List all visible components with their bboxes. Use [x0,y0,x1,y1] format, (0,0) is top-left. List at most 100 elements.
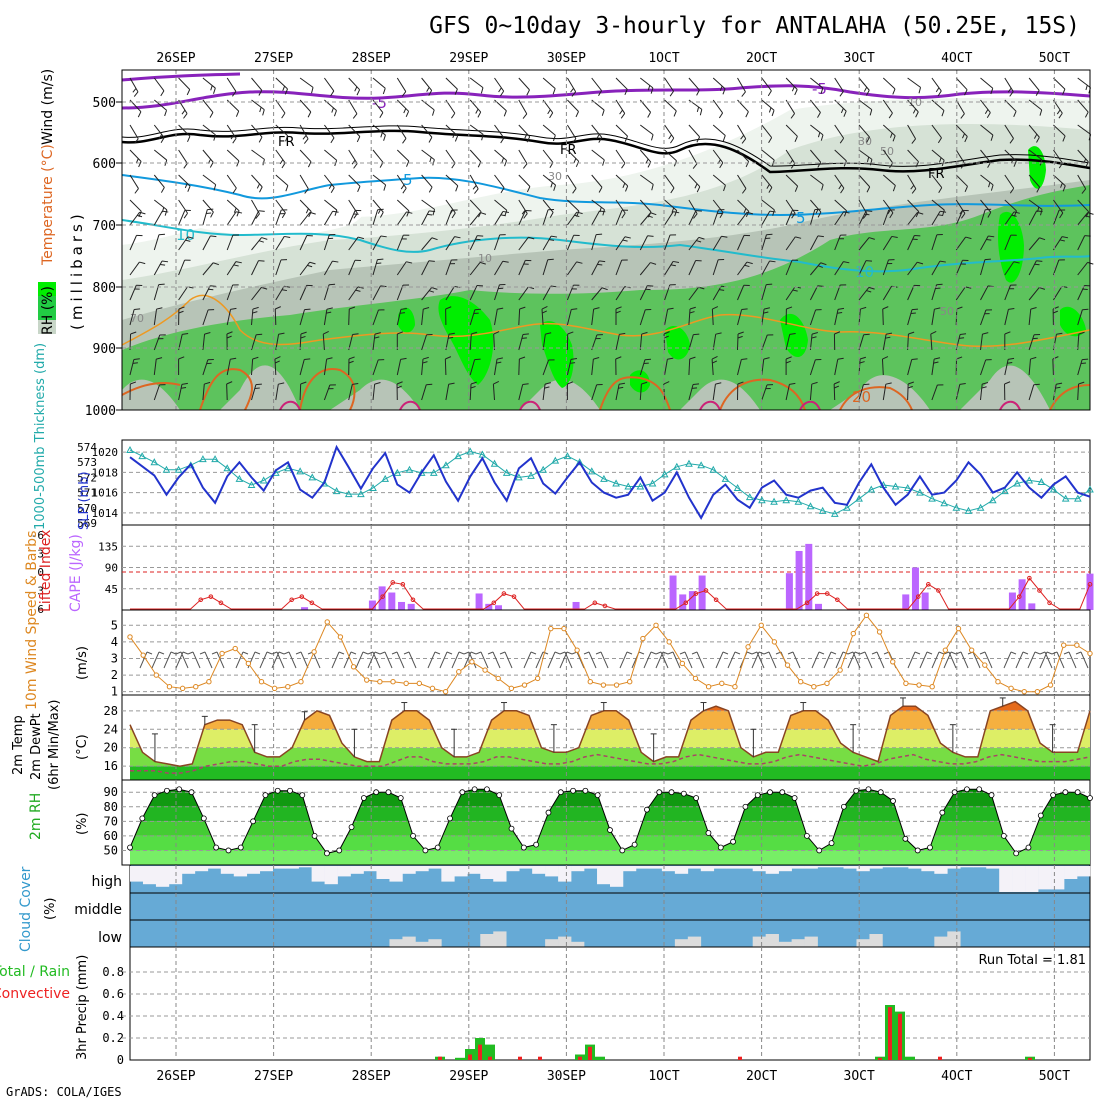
cape-bar [785,573,793,610]
cloud-high-bar [1025,866,1039,892]
thickness-point [624,482,633,490]
cloud-high-bar [298,866,312,868]
temp-contour-minus5-top [121,72,241,82]
lifted-index-point [1027,575,1032,581]
thickness-point [903,483,912,492]
cape-bar [494,605,502,610]
thickness-point [672,462,681,470]
wind10-point [1074,642,1080,648]
wind10-point [600,682,607,688]
rh2m-point [164,787,170,794]
thickness-point [454,452,462,460]
rh-tick: 90 [104,785,118,799]
cloud-high-bar [726,866,741,869]
li-tick: 6 [37,603,44,616]
thickness-point [733,483,742,492]
wind10-point [258,679,265,685]
temp-contour-5 [121,174,1091,217]
label-5-a: 5 [403,171,413,189]
pressure-level-ticks: 500 600 700 800 900 1000 [85,96,122,419]
cloud-low-bars [389,931,961,947]
rh2m-point [656,789,663,796]
thickness-point [138,452,146,460]
rh2m-point [557,789,564,796]
wind10-point [548,625,554,632]
rh2m-point [397,795,404,801]
precip-panel: 0.8 0.6 0.4 0.2 0 Run Total = 1.81 Total / R… [0,946,1091,1067]
rh2m-point [262,792,269,799]
wind10-point [811,684,817,690]
date-bottom-30sep: 30SEP [547,1069,586,1084]
thickness-point [296,467,304,475]
lifted-index-point [814,591,820,596]
wind10-point [758,622,764,628]
cloud-high-bar [181,866,196,874]
cape-bar [572,601,580,610]
rh2m-point [188,789,195,796]
thickness-point [709,465,718,473]
thickness-point [721,474,730,482]
precip-conv-bar [938,1056,942,1060]
label-cloud-unit: (%) [43,898,58,921]
wind10-point [364,677,370,683]
rh2m-point [299,792,306,799]
lifted-index-point [926,582,931,587]
thickness-point [1061,494,1070,502]
thickness-tick: 573 [77,456,97,469]
rh2m-point [1025,844,1032,851]
label-10-a: 10 [176,226,195,244]
lifted-index-point [703,588,709,593]
rh2m-point [804,832,810,839]
temp-contour-10 [121,219,1091,273]
wind10-point [245,660,252,667]
cloud-high-bar [856,866,870,872]
cape-bar [301,607,309,610]
top-date-labels: 26SEP 27SEP 28SEP 29SEP 30SEP 1OCT 2OCT 3OCT 4OC… [156,51,1070,66]
cloud-high-bar [454,866,468,877]
cloud-high-bar [584,866,598,869]
thickness-point [952,503,961,511]
label-2m-temp: 2m Temp [11,715,26,775]
wind10-tick: 3 [111,651,118,665]
wind10-point [521,682,528,688]
cloud-middle-label: middle [74,902,122,918]
rh2m-point [1062,789,1069,796]
thickness-point [1074,494,1082,502]
rh2m-point [373,789,380,796]
wind10-point [403,680,409,687]
cloud-high-bar [674,866,689,874]
rh2m-point [176,786,183,793]
cape-tick: 45 [105,583,118,596]
lifted-index-point [390,580,396,585]
precip-conv-bar [898,1013,902,1060]
thickness-point [745,493,754,501]
wind10-point [574,647,580,653]
thickness-point [259,476,268,484]
thickness-point [332,487,341,495]
label-rh50-b: 50 [940,305,954,318]
thickness-point [806,502,815,510]
label-5-b: 5 [796,209,806,227]
wind10-point [942,647,949,653]
cloud-high-bar [441,866,455,882]
wind10-point [390,679,396,685]
lifted-index-markers [198,575,1093,609]
label-wind10-unit: (m/s) [75,646,90,680]
lifted-index-point [289,597,294,603]
rh-contour-90 [398,146,1086,393]
cloud-high-bar [960,866,974,868]
rh2m-point [644,806,650,813]
cape-bar [805,543,813,610]
thickness-point [369,483,377,492]
rh2m-point [213,844,220,851]
rh2m-point [410,832,416,839]
wind10-point [271,685,278,692]
lifted-index-point [1047,600,1052,606]
lifted-index-point [602,603,608,609]
wind10-point [653,622,659,628]
wind10-point [995,679,1001,685]
rh2m-point [668,789,675,796]
cloud-high-bar [830,866,844,868]
rh2m-point [877,789,884,796]
